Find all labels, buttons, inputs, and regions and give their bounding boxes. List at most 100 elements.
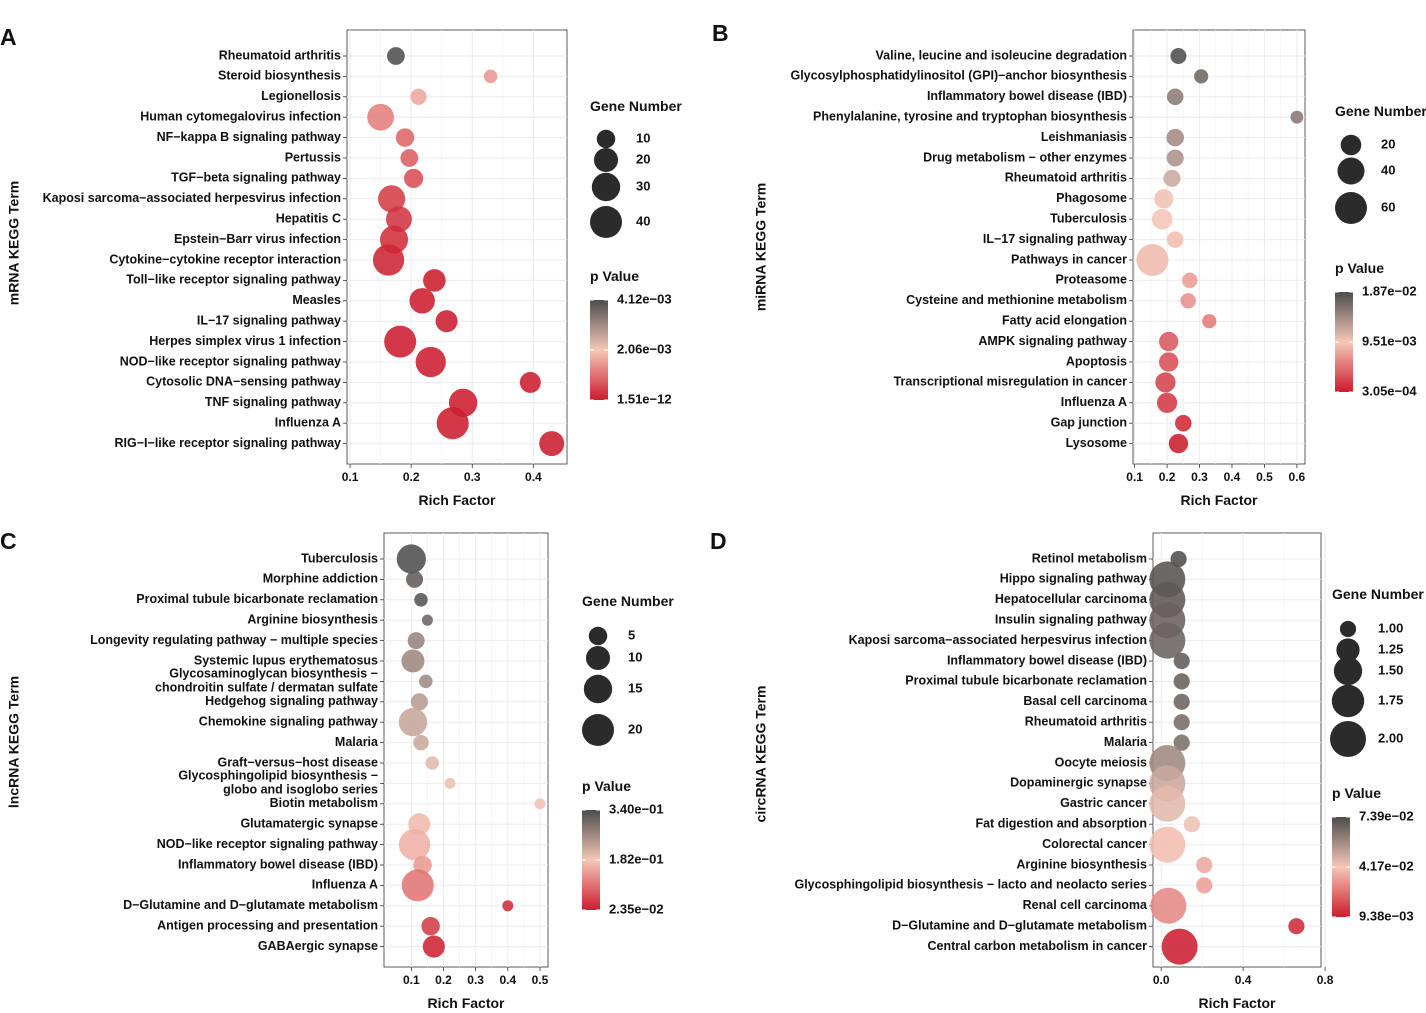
y-tick-label: Valine, leucine and isoleucine degradati… bbox=[876, 48, 1127, 62]
data-point bbox=[436, 407, 469, 440]
x-tick-label: 0.5 bbox=[1256, 470, 1273, 484]
y-tick-label: Inflammatory bowel disease (IBD) bbox=[947, 653, 1147, 667]
data-point bbox=[404, 168, 424, 188]
data-point bbox=[1163, 169, 1181, 187]
data-point bbox=[1156, 392, 1178, 413]
data-point bbox=[1136, 244, 1169, 276]
x-tick-label: 0.4 bbox=[499, 973, 516, 987]
data-point bbox=[1166, 128, 1184, 147]
x-tick-label: 0.3 bbox=[464, 470, 481, 484]
y-tick-label: Cysteine and methionine metabolism bbox=[906, 293, 1127, 307]
size-legend-key bbox=[1335, 192, 1367, 224]
size-legend-key bbox=[1337, 157, 1365, 185]
data-point bbox=[419, 674, 433, 689]
color-legend-title: p Value bbox=[1335, 260, 1384, 276]
size-legend-label: 10 bbox=[628, 649, 642, 664]
y-tick-label: Herpes simplex virus 1 infection bbox=[149, 334, 341, 348]
y-tick-label: Inflammatory bowel disease (IBD) bbox=[178, 857, 378, 871]
size-legend-label: 10 bbox=[636, 130, 650, 145]
y-tick-label: Longevity regulating pathway − multiple … bbox=[90, 633, 378, 647]
color-legend-label: 3.05e−04 bbox=[1362, 383, 1417, 398]
y-tick-label: Leishmaniasis bbox=[1041, 130, 1127, 144]
color-legend-label: 4.12e−03 bbox=[617, 291, 672, 306]
y-tick-label: GABAergic synapse bbox=[258, 939, 378, 953]
x-tick-label: 0.1 bbox=[1126, 470, 1143, 484]
data-point bbox=[401, 869, 434, 902]
y-tick-label: D−Glutamine and D−glutamate metabolism bbox=[123, 898, 378, 912]
data-point bbox=[1183, 816, 1201, 833]
data-point bbox=[483, 69, 498, 84]
data-point bbox=[401, 649, 425, 673]
y-tick-label: NF−kappa B signaling pathway bbox=[157, 130, 341, 144]
size-legend-label: 20 bbox=[628, 721, 642, 736]
size-legend-key bbox=[1333, 656, 1363, 686]
color-legend-label: 9.51e−03 bbox=[1362, 333, 1417, 348]
x-tick-label: 0.1 bbox=[342, 470, 359, 484]
data-point bbox=[378, 185, 406, 213]
x-axis-title: Rich Factor bbox=[418, 492, 496, 508]
y-tick-label: Hepatocellular carcinoma bbox=[995, 592, 1148, 606]
y-tick-label: Hepatitis C bbox=[276, 211, 341, 225]
y-tick-label: Inflammatory bowel disease (IBD) bbox=[927, 89, 1127, 103]
data-point bbox=[421, 614, 433, 626]
y-tick-label: Glycosphingolipid biosynthesis − globo an… bbox=[178, 768, 378, 796]
y-tick-label: TGF−beta signaling pathway bbox=[171, 171, 341, 185]
data-point bbox=[423, 269, 446, 292]
y-axis-title: miRNA KEGG Term bbox=[753, 183, 769, 311]
color-legend-title: p Value bbox=[1332, 785, 1381, 801]
y-tick-label: Proximal tubule bicarbonate reclamation bbox=[905, 674, 1147, 688]
y-tick-label: Retinol metabolism bbox=[1032, 551, 1147, 565]
size-legend-key bbox=[1330, 721, 1366, 757]
data-point bbox=[1154, 189, 1174, 209]
y-tick-label: Basal cell carcinoma bbox=[1023, 694, 1148, 708]
data-point bbox=[435, 310, 458, 333]
data-point bbox=[395, 128, 415, 147]
data-point bbox=[1150, 887, 1187, 924]
data-point bbox=[396, 544, 426, 574]
data-point bbox=[406, 570, 424, 588]
color-legend-label: 1.87e−02 bbox=[1362, 283, 1417, 298]
color-legend-label: 2.06e−03 bbox=[617, 341, 672, 356]
plot-area bbox=[383, 532, 549, 968]
color-legend-label: 3.40e−01 bbox=[609, 801, 664, 816]
y-tick-label: Tuberculosis bbox=[1050, 211, 1127, 225]
size-legend-label: 5 bbox=[628, 627, 635, 642]
y-tick-label: Renal cell carcinoma bbox=[1023, 898, 1148, 912]
size-legend-key bbox=[1340, 134, 1362, 156]
x-axis-title: Rich Factor bbox=[427, 995, 505, 1011]
size-legend-key bbox=[585, 645, 611, 671]
panel-tag: B bbox=[712, 20, 729, 46]
data-point bbox=[1173, 652, 1190, 670]
y-tick-label: D−Glutamine and D−glutamate metabolism bbox=[892, 918, 1147, 932]
data-point bbox=[421, 916, 440, 936]
data-point bbox=[539, 431, 565, 457]
y-tick-label: Central carbon metabolism in cancer bbox=[927, 939, 1147, 953]
y-tick-label: Hedgehog signaling pathway bbox=[205, 694, 378, 708]
panel-tag: C bbox=[0, 528, 17, 554]
y-tick-label: Hippo signaling pathway bbox=[1000, 572, 1147, 586]
y-tick-label: Kaposi sarcoma−associated herpesvirus in… bbox=[849, 633, 1147, 647]
data-point bbox=[1159, 352, 1179, 372]
y-tick-label: Arginine biosynthesis bbox=[1016, 857, 1147, 871]
size-legend-key bbox=[591, 172, 621, 202]
size-legend-title: Gene Number bbox=[1332, 586, 1424, 602]
size-legend-label: 40 bbox=[636, 213, 650, 228]
y-tick-label: Gap junction bbox=[1051, 415, 1127, 429]
data-point bbox=[1159, 331, 1179, 352]
size-legend-label: 20 bbox=[1381, 136, 1395, 151]
size-legend-label: 1.50 bbox=[1378, 662, 1403, 677]
y-tick-label: Drug metabolism − other enzymes bbox=[923, 150, 1127, 164]
data-point bbox=[1155, 372, 1176, 393]
size-legend-label: 2.00 bbox=[1378, 730, 1403, 745]
data-point bbox=[386, 47, 405, 65]
y-tick-label: Kaposi sarcoma−associated herpesvirus in… bbox=[43, 191, 341, 205]
y-tick-label: Malaria bbox=[335, 735, 379, 749]
y-tick-label: Phenylalanine, tyrosine and tryptophan b… bbox=[813, 109, 1127, 123]
color-legend-title: p Value bbox=[582, 778, 631, 794]
y-tick-label: Systemic lupus erythematosus bbox=[194, 653, 378, 667]
y-tick-label: Proteasome bbox=[1055, 273, 1127, 287]
color-legend-label: 4.17e−02 bbox=[1359, 858, 1414, 873]
y-tick-label: Fatty acid elongation bbox=[1002, 313, 1127, 327]
y-tick-label: Biotin metabolism bbox=[270, 796, 378, 810]
color-legend-bar bbox=[1335, 292, 1353, 392]
